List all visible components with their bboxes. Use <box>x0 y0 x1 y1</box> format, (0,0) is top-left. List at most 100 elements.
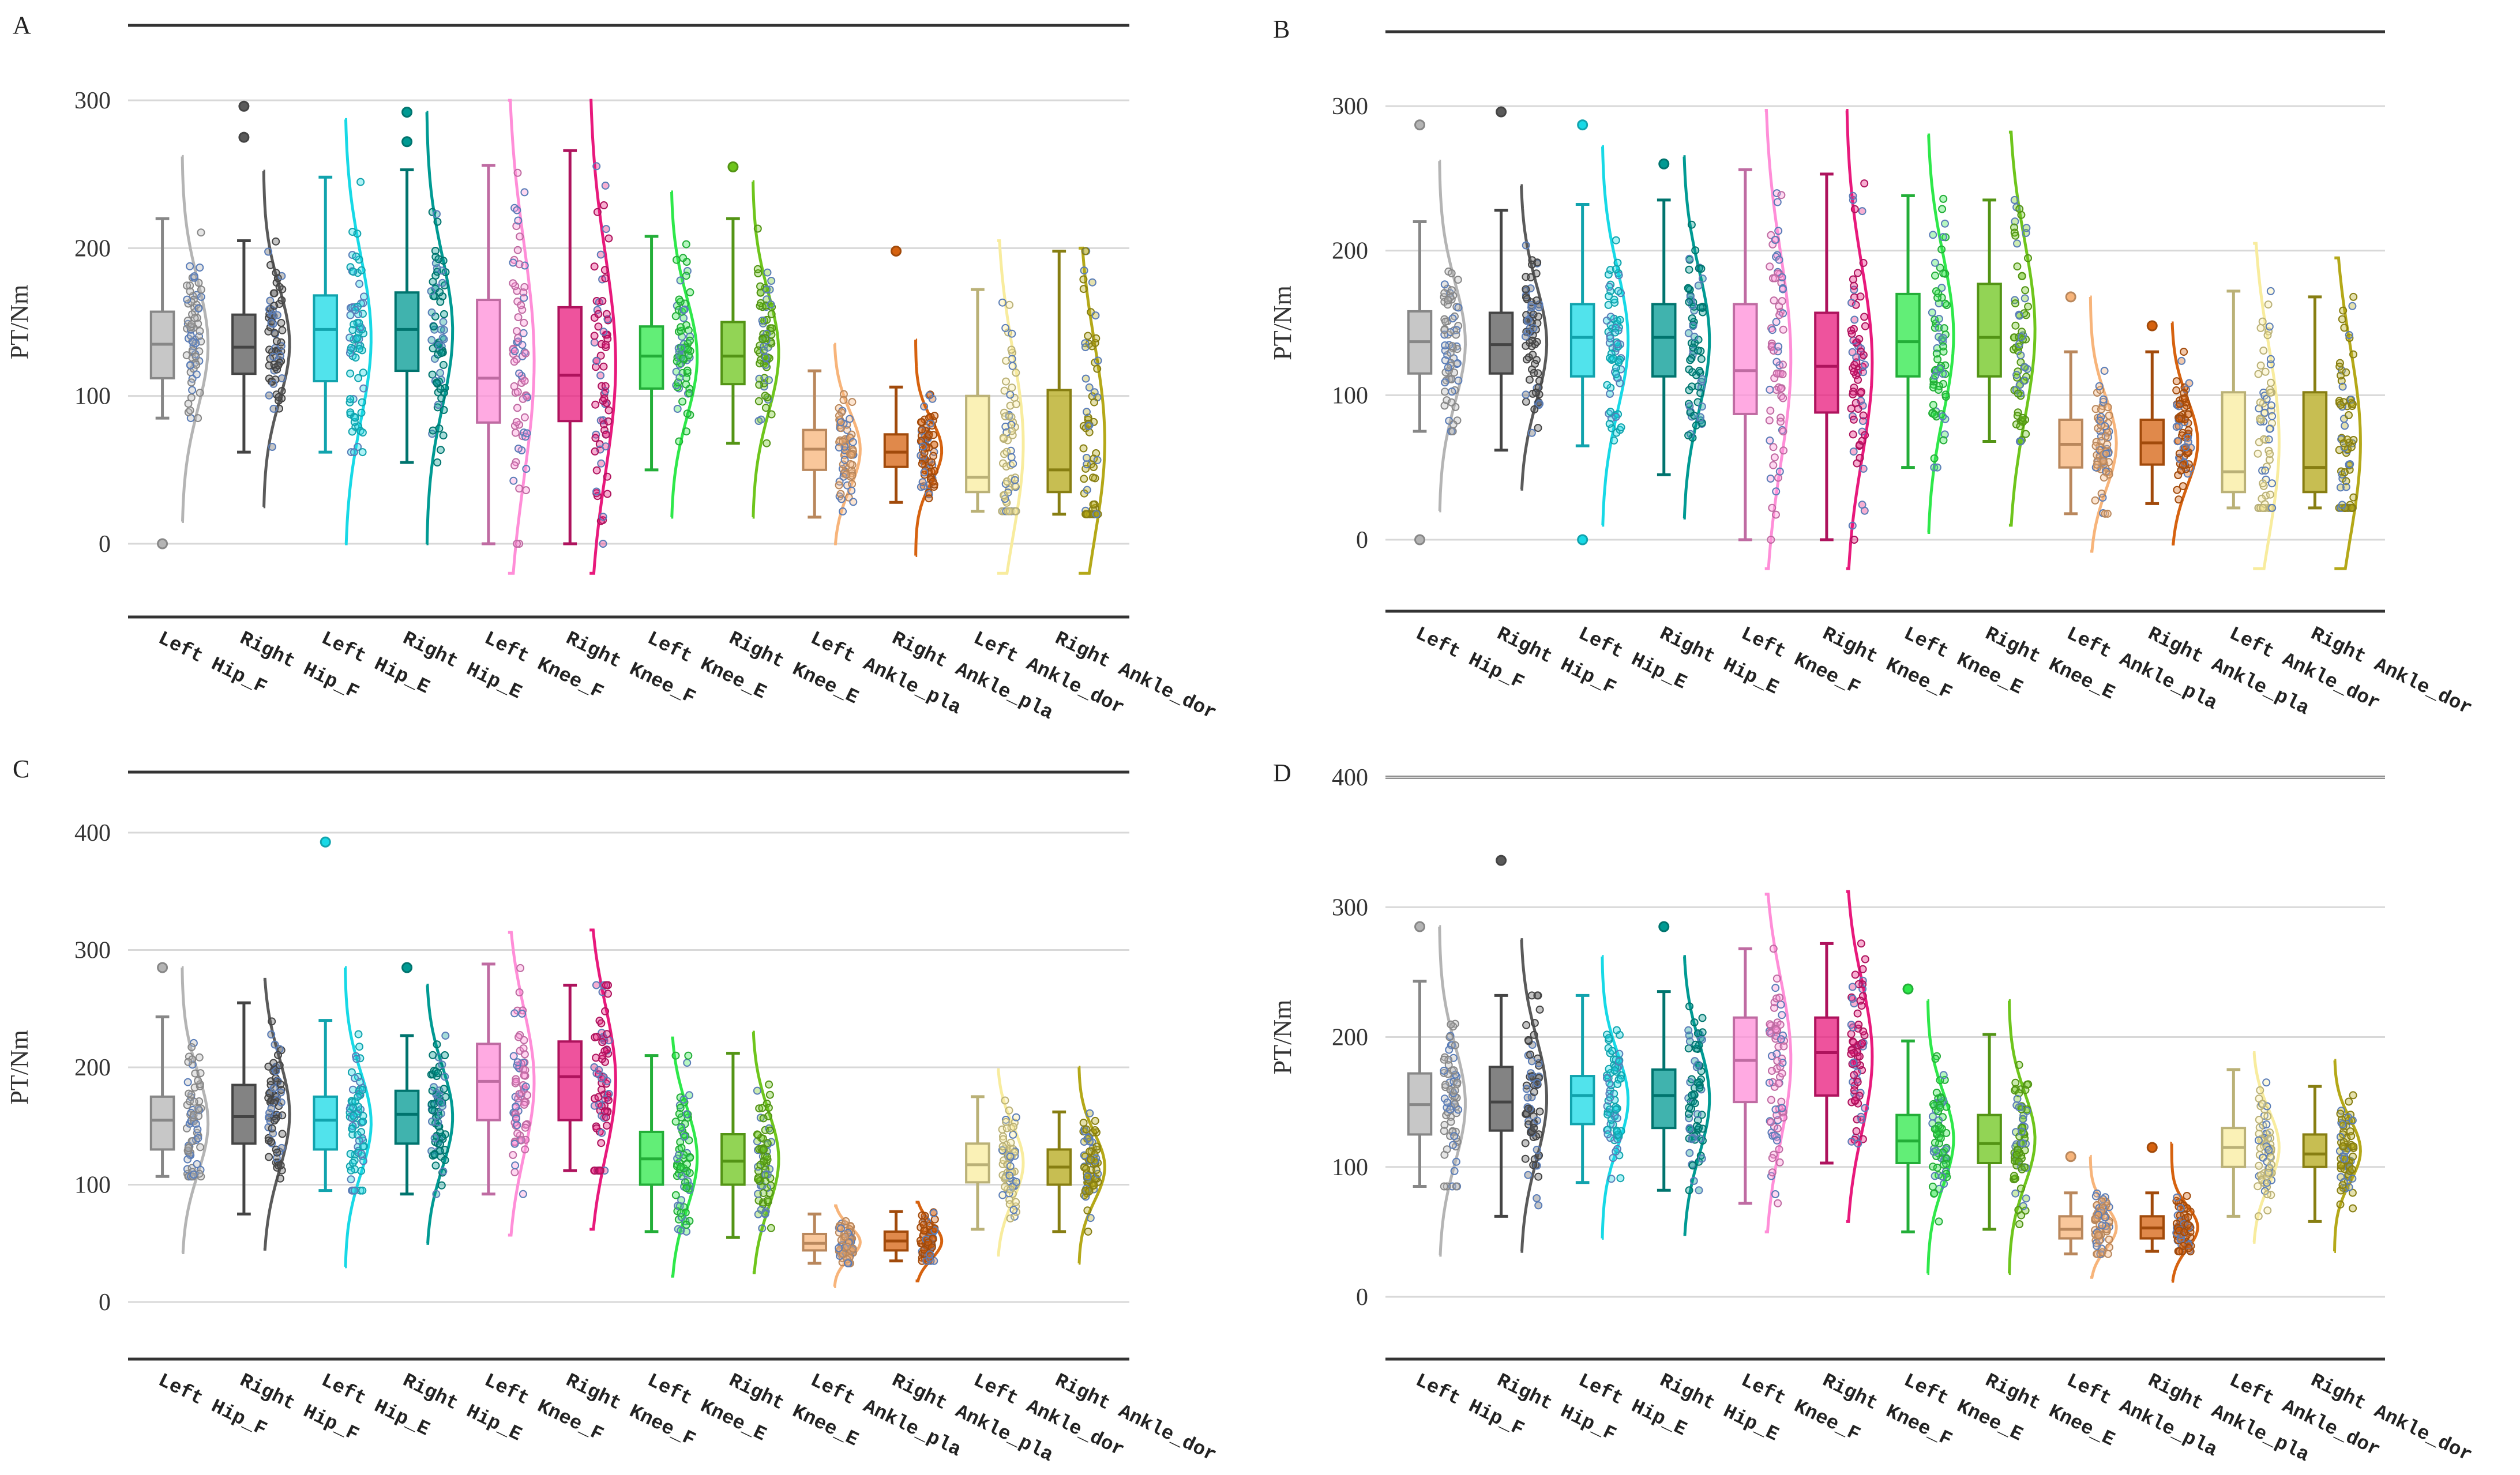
data-point <box>753 265 762 273</box>
data-point <box>763 285 771 294</box>
data-point <box>604 417 613 426</box>
outlier-point <box>1496 106 1507 118</box>
data-point <box>430 1150 439 1159</box>
data-point <box>2180 348 2188 356</box>
data-point <box>2100 473 2108 482</box>
data-point <box>2264 300 2273 309</box>
data-point <box>756 1161 765 1169</box>
data-point <box>927 1243 936 1252</box>
iqr-box <box>720 321 746 386</box>
data-point <box>1440 289 1449 298</box>
data-point <box>2349 350 2357 359</box>
data-point <box>1453 1078 1462 1087</box>
data-point <box>2184 460 2193 469</box>
data-point <box>929 431 938 439</box>
data-point <box>196 327 204 336</box>
data-point <box>431 1161 440 1170</box>
data-point <box>1685 1149 1694 1157</box>
data-point <box>1440 1182 1448 1191</box>
data-point <box>1608 424 1616 432</box>
data-point <box>597 1139 606 1147</box>
data-point <box>441 1093 450 1101</box>
y-tick-label: 100 <box>1332 1154 1368 1181</box>
data-point <box>2105 411 2113 420</box>
density-curve <box>1845 108 1874 570</box>
data-point <box>2097 405 2105 413</box>
data-point <box>1603 381 1612 389</box>
data-point <box>2346 460 2354 468</box>
data-point <box>275 393 283 401</box>
data-point <box>1858 207 1866 216</box>
data-point <box>2266 386 2274 394</box>
data-point <box>1934 386 1943 394</box>
data-point <box>515 260 524 269</box>
data-point <box>355 319 363 328</box>
data-point <box>2176 400 2184 408</box>
data-point <box>1530 1088 1538 1096</box>
data-point <box>1849 390 1857 398</box>
data-point <box>1847 1030 1856 1038</box>
density-curve <box>1520 938 1548 1253</box>
data-point <box>2264 1146 2273 1154</box>
outlier-point <box>2065 1151 2076 1162</box>
data-point <box>1850 1096 1859 1105</box>
data-point <box>439 360 448 369</box>
data-point <box>1449 420 1458 428</box>
y-tick-label: 0 <box>1356 1284 1368 1311</box>
data-point <box>2097 437 2106 445</box>
data-point <box>1522 285 1530 294</box>
data-point <box>2348 1174 2357 1183</box>
data-point <box>1931 371 1939 380</box>
data-point <box>925 494 933 503</box>
data-point <box>2024 302 2033 311</box>
data-point <box>1451 1041 1459 1049</box>
data-point <box>2341 422 2349 430</box>
data-point <box>1697 355 1706 363</box>
data-point <box>592 162 601 171</box>
data-point <box>682 272 690 280</box>
data-point <box>1775 255 1783 264</box>
data-point <box>1861 431 1869 439</box>
data-point <box>437 325 445 334</box>
data-point <box>439 318 448 326</box>
data-point <box>513 168 522 177</box>
y-tick-label: 300 <box>74 938 111 964</box>
data-point <box>266 1077 275 1086</box>
data-point <box>1856 292 1865 301</box>
data-point <box>2022 1194 2030 1203</box>
data-point <box>1001 1173 1010 1181</box>
data-point <box>435 288 444 296</box>
data-point <box>685 1169 694 1177</box>
data-point <box>2184 410 2193 419</box>
data-point <box>1685 298 1693 306</box>
data-point <box>1445 1033 1454 1041</box>
data-point <box>266 261 275 269</box>
data-point <box>431 247 440 255</box>
data-point <box>354 374 363 382</box>
data-point <box>513 404 521 412</box>
data-point <box>2263 1190 2271 1199</box>
data-point <box>1454 303 1463 312</box>
data-point <box>602 1113 610 1122</box>
data-point <box>1771 1105 1780 1114</box>
data-point <box>1535 1107 1544 1116</box>
data-point <box>2011 231 2020 240</box>
data-point <box>2172 377 2181 386</box>
data-point <box>1080 266 1088 275</box>
data-point <box>753 1130 761 1139</box>
data-point <box>604 1096 613 1104</box>
iqr-box <box>1569 1075 1595 1126</box>
data-point <box>1612 265 1620 273</box>
data-point <box>441 1156 449 1164</box>
data-point <box>194 1112 203 1120</box>
data-point <box>678 397 687 406</box>
data-point <box>345 333 354 342</box>
data-point <box>763 268 772 277</box>
data-point <box>1445 1045 1454 1054</box>
data-point <box>1931 271 1939 280</box>
data-point <box>1928 308 1936 317</box>
data-point <box>2019 1115 2027 1123</box>
data-point <box>686 288 694 296</box>
data-point <box>765 376 773 385</box>
data-point <box>512 417 521 426</box>
